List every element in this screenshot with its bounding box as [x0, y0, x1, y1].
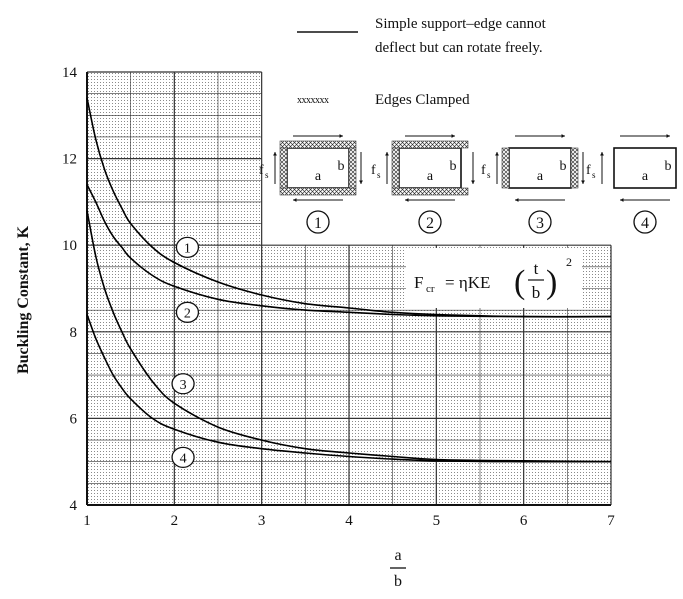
inset-b-label: b	[560, 159, 567, 174]
y-tick-label: 10	[62, 238, 77, 254]
inset-b-label: b	[450, 159, 457, 174]
inset-number: 3	[536, 215, 544, 232]
x-tick-label: 2	[171, 513, 179, 529]
x-tick-label: 7	[607, 513, 615, 529]
x-tick-label: 5	[433, 513, 441, 529]
svg-text:1: 1	[184, 241, 191, 256]
y-tick-label: 8	[70, 325, 78, 341]
legend-simple-support-label: Simple support–edge cannot	[375, 16, 547, 32]
y-axis-label: Buckling Constant, K	[15, 225, 32, 374]
axes	[86, 72, 611, 506]
inset-a-label: a	[315, 169, 322, 184]
legend-clamped-label: Edges Clamped	[375, 92, 470, 108]
x-tick-label: 1	[83, 513, 91, 529]
inset-1: f s a b 1	[259, 134, 363, 234]
formula-exponent: 2	[566, 255, 572, 269]
x-tick-label: 4	[345, 513, 353, 529]
inset-a-label: a	[642, 169, 649, 184]
x-tick-label: 3	[258, 513, 266, 529]
svg-text:3: 3	[180, 378, 187, 393]
y-tick-label: 6	[70, 411, 78, 427]
curve-2	[86, 184, 612, 318]
formula-lhs-subscript: cr	[426, 283, 435, 295]
formula-fraction-bottom: b	[532, 283, 541, 302]
inset-a-label: a	[537, 169, 544, 184]
y-tick-label: 14	[62, 65, 78, 81]
x-axis-label-numerator: a	[394, 547, 401, 564]
formula-lhs: F	[414, 273, 423, 292]
inset-load-subscript: s	[487, 170, 491, 180]
x-tick-label: 6	[520, 513, 528, 529]
curve-1	[86, 97, 612, 318]
inset-load-subscript: s	[265, 170, 269, 180]
legend-clamped-swatch: xxxxxxx	[297, 95, 329, 106]
curve-labels: 1 2 3 4	[171, 236, 200, 469]
inset-a-label: a	[427, 169, 434, 184]
formula-right-paren: )	[546, 264, 557, 301]
legend-simple-support-label-line2: deflect but can rotate freely.	[375, 40, 543, 56]
curve-label-3: 3	[171, 373, 195, 395]
inset-load-subscript: s	[377, 170, 381, 180]
inset-number: 1	[314, 215, 322, 232]
curve-label-2: 2	[175, 301, 200, 323]
curves	[86, 97, 612, 463]
inset-load-label: f	[481, 163, 486, 178]
curve-3	[86, 210, 612, 463]
curve-label-1: 1	[175, 236, 200, 259]
svg-text:2: 2	[184, 306, 191, 321]
inset-number: 2	[426, 215, 434, 232]
inset-b-label: b	[665, 159, 672, 174]
inset-load-label: f	[586, 163, 591, 178]
y-tick-label: 12	[62, 152, 77, 168]
formula-rhs: = ηKE	[445, 273, 490, 292]
inset-b-label: b	[338, 159, 345, 174]
formula-box: F cr = ηKE ( t b ) 2	[406, 248, 582, 308]
curve-label-4: 4	[171, 446, 195, 469]
inset-load-label: f	[371, 163, 376, 178]
legend: Simple support–edge cannot deflect but c…	[297, 16, 547, 108]
inset-3: f s a b 3	[481, 134, 585, 234]
svg-text:4: 4	[180, 451, 187, 466]
x-axis-label-denominator: b	[394, 573, 402, 590]
y-tick-label: 4	[70, 498, 78, 514]
curve-4	[86, 314, 612, 463]
formula-left-paren: (	[514, 264, 525, 301]
inset-load-label: f	[259, 163, 264, 178]
inset-number: 4	[641, 215, 649, 232]
inset-2: f s a b 2	[371, 134, 475, 234]
inset-4: f s a b 4	[586, 134, 677, 234]
formula-fraction-top: t	[534, 259, 539, 278]
inset-load-subscript: s	[592, 170, 596, 180]
